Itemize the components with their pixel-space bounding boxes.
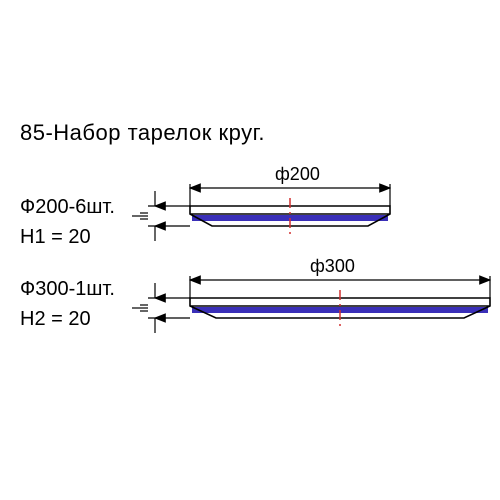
plate-200-section [132,184,390,241]
technical-drawing [0,0,500,500]
plate-300-section [132,276,490,333]
